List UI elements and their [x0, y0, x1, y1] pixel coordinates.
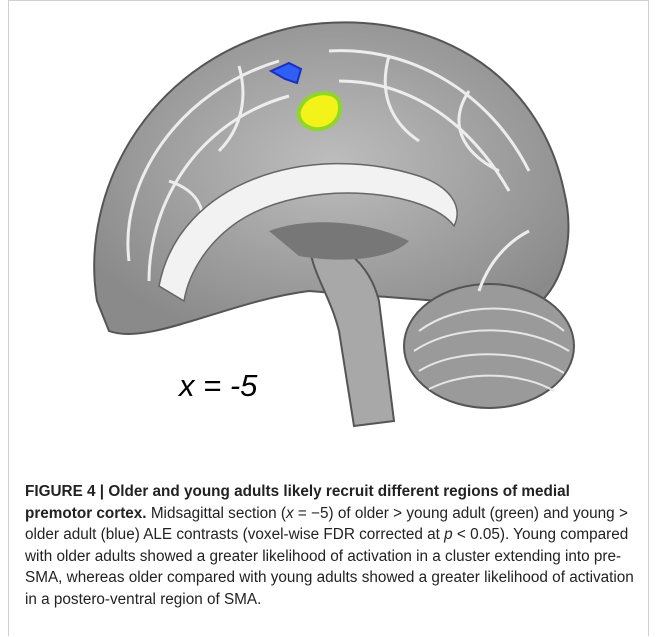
- activation-green: [299, 93, 340, 129]
- slice-label: x = -5: [177, 368, 258, 403]
- caption-text: Midsagittal section (: [151, 505, 286, 522]
- figure-frame: x = -5 FIGURE 4 | Older and young adults…: [8, 0, 649, 636]
- caption-variable: p: [444, 526, 453, 543]
- brain-image: x = -5: [9, 1, 648, 471]
- caption-variable: x: [286, 505, 294, 522]
- caption: FIGURE 4 | Older and young adults likely…: [25, 481, 637, 610]
- page: x = -5 FIGURE 4 | Older and young adults…: [0, 0, 657, 637]
